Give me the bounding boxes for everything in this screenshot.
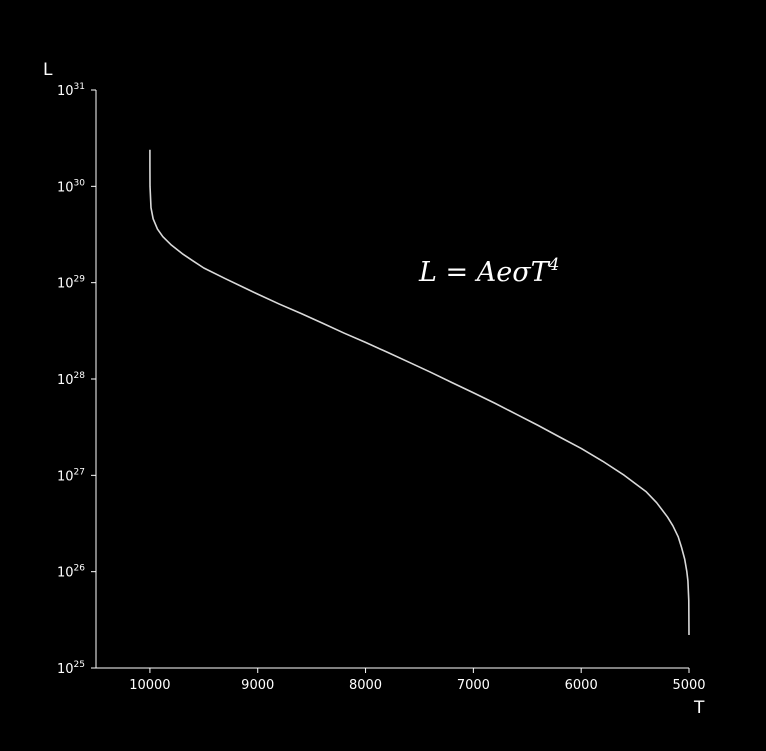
x-tick-label: 10000 xyxy=(129,678,170,693)
y-tick-label: 1030 xyxy=(57,178,85,195)
y-tick-label: 1031 xyxy=(57,82,85,99)
series-line xyxy=(149,149,690,636)
x-axis-label: T xyxy=(693,698,705,718)
y-tick-label: 1026 xyxy=(57,564,85,581)
y-axis-ticks: 1025 1026 1027 1028 1029 1030 1031 xyxy=(57,82,96,677)
series xyxy=(149,149,690,636)
y-tick-label: 1029 xyxy=(57,275,85,292)
axes xyxy=(95,90,689,669)
x-tick-label: 6000 xyxy=(565,678,598,693)
formula-annotation: L = AeσT4 xyxy=(418,255,559,288)
y-tick-label: 1028 xyxy=(57,371,85,388)
y-tick-label: 1025 xyxy=(57,660,85,677)
x-tick-label: 7000 xyxy=(457,678,490,693)
formula-base: L = AeσT xyxy=(418,257,551,288)
x-tick-label: 8000 xyxy=(349,678,382,693)
formula-exponent: 4 xyxy=(548,255,560,275)
x-axis-ticks: 10000 9000 8000 7000 6000 5000 xyxy=(129,668,706,693)
y-axis-label: L xyxy=(43,60,53,80)
x-tick-label: 5000 xyxy=(672,678,705,693)
x-tick-label: 9000 xyxy=(241,678,274,693)
y-tick-label: 1027 xyxy=(57,467,85,484)
